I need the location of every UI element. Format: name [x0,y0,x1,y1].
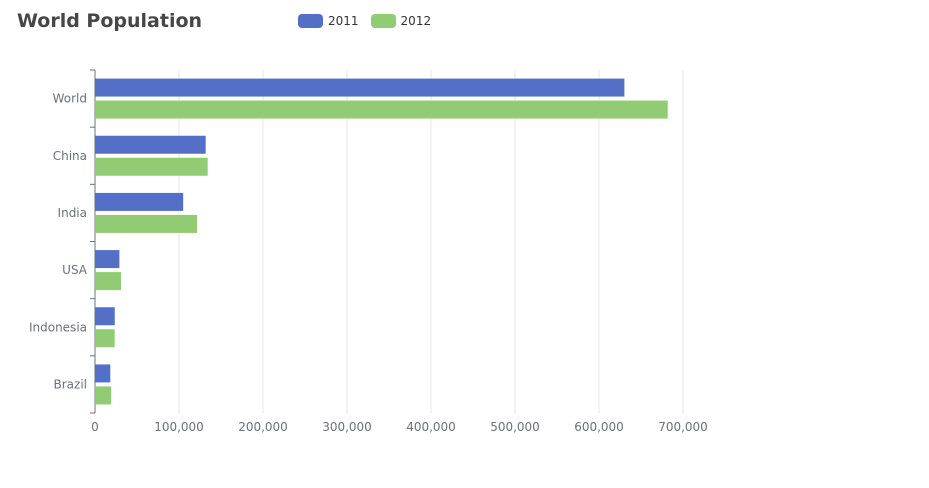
y-tick-label: Brazil [54,377,88,391]
x-tick-label: 300,000 [322,420,372,434]
x-tick-label: 200,000 [238,420,288,434]
bar-2012-world[interactable] [95,100,668,119]
bar-2011-india[interactable] [95,192,184,211]
bar-2011-china[interactable] [95,135,206,154]
legend-label-2011: 2011 [328,14,359,28]
bar-2012-brazil[interactable] [95,386,112,405]
bar-2012-china[interactable] [95,157,208,176]
x-tick-label: 100,000 [154,420,204,434]
bar-2012-indonesia[interactable] [95,329,115,348]
bar-2012-india[interactable] [95,214,198,233]
legend[interactable]: 2011 2012 [298,14,431,28]
bar-2012-usa[interactable] [95,272,122,291]
y-tick-label: USA [62,263,88,277]
x-tick-label: 500,000 [490,420,540,434]
chart-title: World Population [17,10,203,32]
legend-label-2012: 2012 [400,14,432,28]
legend-swatch-2012 [370,14,396,28]
y-tick-label: World [53,92,87,106]
x-tick-label: 700,000 [658,420,708,434]
x-tick-label: 400,000 [406,420,456,434]
x-tick-label: 600,000 [574,420,624,434]
x-tick-label: 0 [91,420,99,434]
legend-swatch-2011 [298,14,323,28]
y-tick-label: China [53,149,87,163]
legend-item-2012[interactable]: 2012 [370,14,432,28]
bar-2011-usa[interactable] [95,250,120,269]
bar-2011-indonesia[interactable] [95,307,115,326]
bar-2011-world[interactable] [95,78,625,97]
bar-2011-brazil[interactable] [95,364,111,383]
legend-item-2011[interactable]: 2011 [298,14,359,28]
y-tick-label: India [58,206,87,220]
y-tick-label: Indonesia [29,320,87,334]
